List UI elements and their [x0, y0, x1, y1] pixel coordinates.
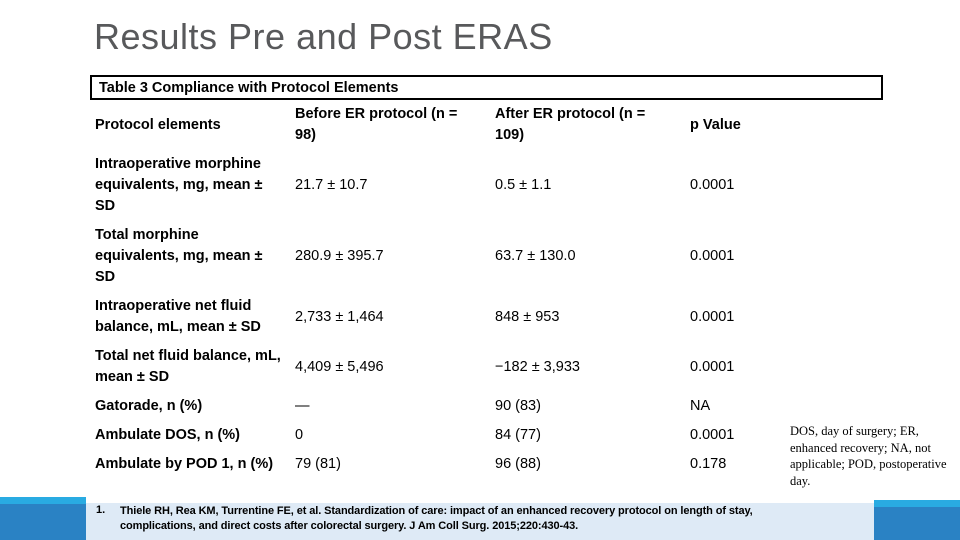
- reference-text: Thiele RH, Rea KM, Turrentine FE, et al.…: [120, 505, 753, 532]
- reference-band: [86, 503, 874, 540]
- row-label: Total net fluid balance, mL, mean ± SD: [95, 348, 281, 385]
- cell-before: 79 (81): [295, 456, 341, 472]
- cell-after: 0.5 ± 1.1: [495, 177, 552, 193]
- slide-title: Results Pre and Post ERAS: [94, 16, 553, 57]
- accent-bar-left-blue: [0, 504, 86, 540]
- row-label: Ambulate by POD 1, n (%): [95, 456, 274, 472]
- cell-before: 0: [295, 427, 304, 443]
- cell-p-value: 0.0001: [690, 427, 735, 443]
- cell-p-value: NA: [690, 398, 711, 414]
- accent-bar-left-cyan: [0, 497, 86, 504]
- cell-p-value: 0.178: [690, 456, 727, 472]
- cell-before: —: [295, 398, 310, 414]
- table-caption: Table 3 Compliance with Protocol Element…: [99, 79, 399, 96]
- row-label: Intraoperative morphine equivalents, mg,…: [95, 156, 263, 214]
- cell-p-value: 0.0001: [690, 308, 735, 325]
- cell-after: −182 ± 3,933: [495, 358, 580, 375]
- cell-before: 21.7 ± 10.7: [295, 177, 368, 193]
- accent-bar-right-blue: [874, 507, 960, 540]
- column-header-before-er: Before ER protocol (n = 98): [295, 106, 458, 143]
- column-header-p-value: p Value: [690, 116, 741, 133]
- row-label: Total morphine equivalents, mg, mean ± S…: [95, 227, 263, 285]
- cell-before: 4,409 ± 5,496: [295, 358, 384, 375]
- cell-after: 848 ± 953: [495, 308, 560, 325]
- cell-after: 90 (83): [495, 398, 541, 414]
- cell-p-value: 0.0001: [690, 248, 735, 264]
- table-caption-box: Table 3 Compliance with Protocol Element…: [90, 75, 883, 100]
- cell-before: 280.9 ± 395.7: [295, 248, 384, 264]
- compliance-table: Protocol elements Before ER protocol (n …: [95, 104, 797, 475]
- row-label: Ambulate DOS, n (%): [95, 427, 241, 443]
- row-label: Gatorade, n (%): [95, 398, 203, 414]
- cell-after: 84 (77): [495, 427, 541, 443]
- row-label: Intraoperative net fluid balance, mL, me…: [95, 298, 261, 335]
- table-footnote: DOS, day of surgery; ER, enhanced recove…: [790, 424, 947, 488]
- accent-bar-right-cyan: [874, 500, 960, 507]
- cell-before: 2,733 ± 1,464: [295, 308, 384, 325]
- cell-p-value: 0.0001: [690, 358, 735, 375]
- column-header-after-er: After ER protocol (n = 109): [495, 106, 646, 143]
- reference-number: 1.: [96, 504, 106, 516]
- cell-after: 63.7 ± 130.0: [495, 248, 576, 264]
- cell-p-value: 0.0001: [690, 177, 735, 193]
- column-header-protocol-elements: Protocol elements: [95, 116, 221, 133]
- cell-after: 96 (88): [495, 456, 541, 472]
